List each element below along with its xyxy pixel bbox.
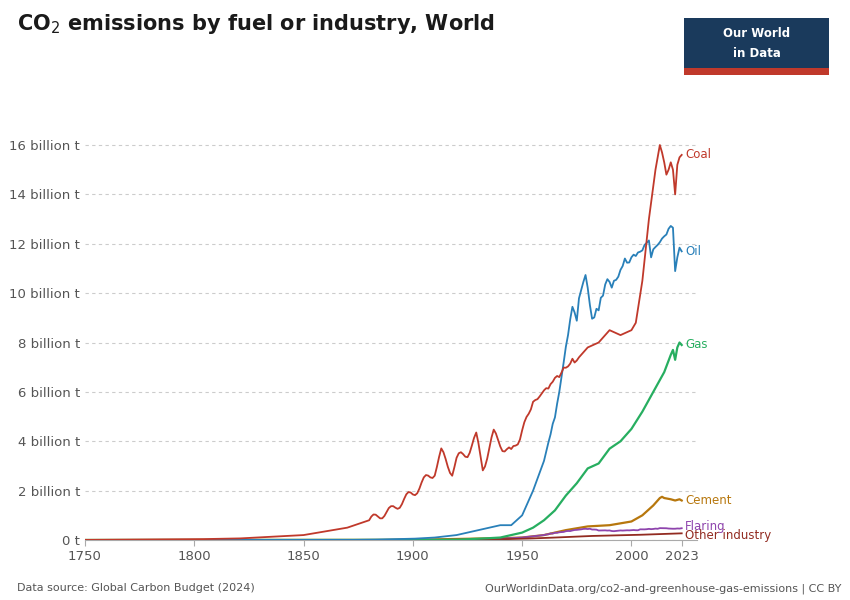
Text: Coal: Coal (685, 148, 711, 161)
Text: Other industry: Other industry (685, 529, 771, 542)
Text: OurWorldinData.org/co2-and-greenhouse-gas-emissions | CC BY: OurWorldinData.org/co2-and-greenhouse-ga… (485, 583, 842, 593)
Text: Data source: Global Carbon Budget (2024): Data source: Global Carbon Budget (2024) (17, 583, 255, 593)
Text: Flaring: Flaring (685, 520, 726, 533)
Text: CO$_2$ emissions by fuel or industry, World: CO$_2$ emissions by fuel or industry, Wo… (17, 12, 495, 36)
Text: Oil: Oil (685, 245, 701, 258)
Text: Gas: Gas (685, 338, 707, 352)
Text: Our World: Our World (723, 28, 790, 40)
Text: Cement: Cement (685, 494, 732, 507)
Text: in Data: in Data (733, 47, 780, 60)
